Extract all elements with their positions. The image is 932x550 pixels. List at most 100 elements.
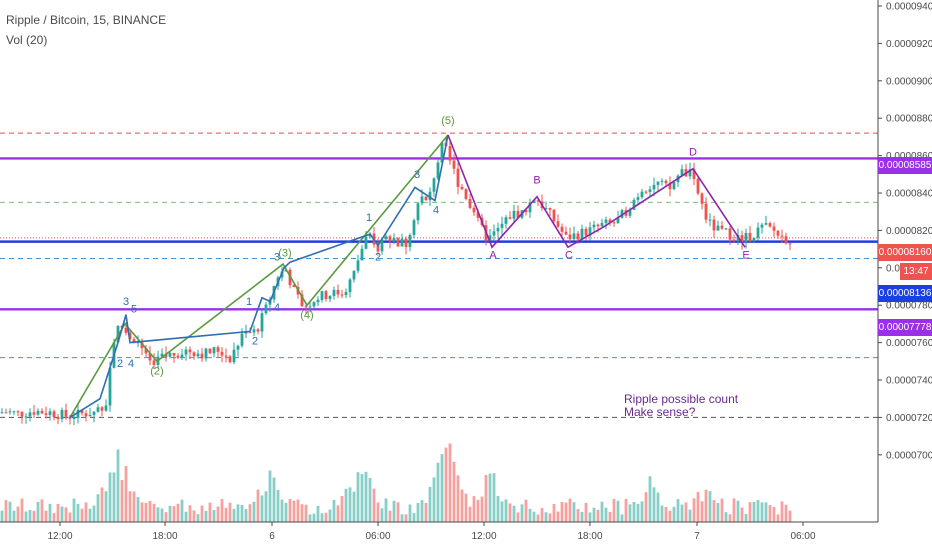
candle-body — [532, 200, 536, 203]
volume-bar — [360, 474, 364, 522]
candle-body — [220, 351, 224, 356]
volume-bar — [644, 492, 648, 522]
candle-body — [8, 411, 12, 413]
candle-body — [188, 349, 192, 353]
volume-bar — [612, 499, 616, 522]
volume-bar — [728, 514, 732, 522]
candle-body — [244, 331, 248, 334]
volume-bar — [500, 501, 504, 522]
candle-body — [712, 219, 716, 231]
volume-bar — [448, 443, 452, 522]
volume-bar — [532, 511, 536, 522]
wave-label: 1 — [366, 212, 372, 224]
candle-body — [476, 212, 480, 218]
candle-body — [772, 226, 776, 231]
volume-bar — [780, 501, 784, 522]
x-tick-label: 7 — [694, 531, 700, 542]
candle-body — [740, 235, 744, 243]
upper-level-tag: 0.00008585 — [878, 157, 932, 174]
candle-body — [356, 260, 360, 271]
candle-body — [216, 347, 220, 352]
volume-bar — [124, 466, 128, 522]
volume-bar — [268, 470, 272, 522]
candle-body — [572, 233, 576, 240]
wave-label: 3 — [414, 169, 420, 181]
volume-bar — [720, 498, 724, 522]
candle-body — [732, 239, 736, 241]
candle-body — [708, 219, 712, 221]
volume-bar — [272, 477, 276, 522]
volume-bar — [516, 512, 520, 522]
candle-body — [424, 196, 428, 201]
volume-bar — [328, 509, 332, 522]
wave-label: 4 — [274, 302, 280, 314]
candle-body — [248, 331, 252, 333]
volume-bar — [356, 472, 360, 522]
candle-body — [524, 210, 528, 213]
volume-bar — [244, 509, 248, 522]
volume-bar — [264, 491, 268, 522]
candle-body — [200, 353, 204, 359]
volume-bar — [304, 504, 308, 522]
candle-body — [152, 360, 156, 365]
candle-body — [464, 189, 468, 199]
volume-bar — [132, 491, 136, 522]
candle-body — [432, 178, 436, 192]
volume-bar — [152, 503, 156, 522]
volume-bar — [592, 507, 596, 522]
candle-body — [784, 236, 788, 244]
candle-body — [696, 178, 700, 194]
volume-bar — [372, 488, 376, 522]
volume-bar — [44, 510, 48, 522]
candle-body — [508, 217, 512, 219]
volume-bar — [216, 506, 220, 522]
candle-body — [688, 169, 692, 177]
candle-body — [28, 412, 32, 417]
volume-bar — [312, 513, 316, 522]
candle-body — [168, 352, 172, 357]
volume-bar — [696, 491, 700, 522]
candle-body — [396, 238, 400, 247]
candle-body — [536, 200, 540, 202]
volume-bar — [528, 508, 532, 522]
volume-bar — [212, 510, 216, 522]
candle-body — [236, 345, 240, 350]
volume-bar — [536, 514, 540, 522]
candle-body — [32, 412, 36, 415]
volume-bar — [52, 513, 56, 522]
candle-body — [704, 203, 708, 220]
volume-bar — [332, 499, 336, 522]
candle-body — [412, 220, 416, 235]
candle-body — [768, 223, 772, 227]
volume-bar — [772, 506, 776, 522]
candle-body — [608, 219, 612, 223]
candle-body — [116, 325, 120, 343]
volume-bar — [192, 510, 196, 522]
wave-label: 3 — [274, 251, 280, 263]
candle-body — [308, 306, 312, 308]
volume-bar — [580, 512, 584, 522]
volume-bar — [584, 502, 588, 522]
volume-bar — [396, 502, 400, 522]
volume-bar — [688, 509, 692, 522]
wave-path — [69, 134, 449, 418]
wave-label: 1 — [246, 296, 252, 308]
candle-body — [380, 239, 384, 252]
volume-bar — [236, 504, 240, 522]
volume-bar — [228, 502, 232, 522]
volume-bar — [652, 487, 656, 522]
volume-bar — [136, 497, 140, 522]
volume-bar — [484, 475, 488, 522]
volume-bar — [84, 502, 88, 522]
candle-body — [12, 411, 16, 413]
candle-body — [596, 224, 600, 227]
volume-bar — [196, 514, 200, 522]
volume-bar — [76, 504, 80, 522]
volume-bar — [280, 499, 284, 522]
volume-bar — [16, 506, 20, 522]
